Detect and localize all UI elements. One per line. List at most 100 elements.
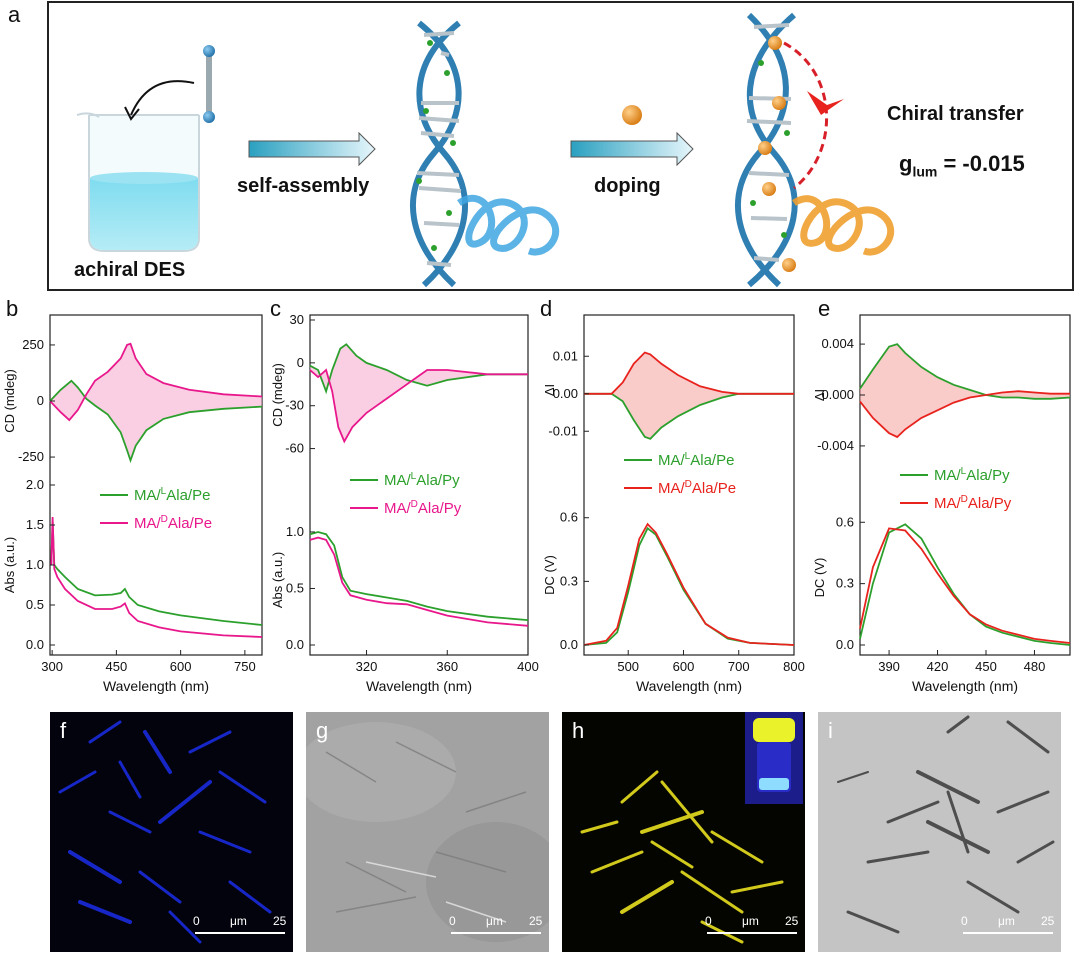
y-tick-label: -60 xyxy=(285,441,304,456)
y-tick-label: 0.00 xyxy=(553,386,578,401)
micrograph-i xyxy=(818,712,1061,952)
helix-icon xyxy=(410,20,560,288)
y-tick-label: 250 xyxy=(22,337,44,352)
panel-label-i: i xyxy=(828,718,833,743)
legend-label: MA/DAla/Py xyxy=(384,499,462,517)
beaker-icon xyxy=(76,112,200,252)
scalebar-i: 0 μm 25 xyxy=(961,914,1054,934)
series-line xyxy=(309,536,529,627)
cd-fill-area xyxy=(50,343,262,461)
arrow-icon xyxy=(248,131,376,167)
y-axis-label-top: CD (mdeg) xyxy=(2,369,17,433)
scheme-panel: achiral DES self-assembly doping Chiral … xyxy=(47,1,1074,291)
scalebar-h: 0 μm 25 xyxy=(705,914,798,934)
achiral-des-label: achiral DES xyxy=(74,259,186,281)
y-tick-label: 0.000 xyxy=(821,387,854,402)
y-axis-label-top: ΔI xyxy=(812,389,827,401)
y-tick-label: 0.5 xyxy=(26,597,44,612)
molecule-icon xyxy=(124,45,215,123)
chart-e: 0.004 0.000 -0.004 0.6 0.3 0.0 390 420 450 480 Wav… xyxy=(812,314,1071,694)
y-tick-label: -30 xyxy=(285,398,304,413)
micrograph-g-image xyxy=(306,712,549,952)
scalebar-unit: μm xyxy=(230,914,247,928)
y-tick-label: 0.5 xyxy=(286,580,304,595)
glum-subscript: lum xyxy=(912,163,938,180)
doping-label: doping xyxy=(594,175,661,197)
panel-label-a: a xyxy=(8,2,21,27)
legend-label: MA/DAla/Py xyxy=(934,494,1012,512)
panel-label-f: f xyxy=(60,718,67,743)
series-line xyxy=(584,392,794,440)
y-tick-label: 0.3 xyxy=(560,573,578,588)
y-tick-label: 0.6 xyxy=(836,514,854,529)
x-tick-label: 400 xyxy=(517,659,539,674)
micrograph-h-image xyxy=(580,770,784,944)
series-line xyxy=(309,343,528,395)
arrow-icon xyxy=(570,131,694,167)
y-tick-label: 0.0 xyxy=(836,637,854,652)
series-line xyxy=(49,379,263,464)
cd-fill-area xyxy=(860,344,1070,437)
panel-label-d: d xyxy=(540,296,553,321)
scheme-drawing xyxy=(76,12,895,288)
micrograph-i-image xyxy=(818,712,1061,952)
cd-fill-area xyxy=(310,344,528,442)
x-tick-label: 500 xyxy=(617,659,639,674)
scalebar-start: 0 xyxy=(961,914,968,928)
micrograph-h xyxy=(562,712,805,952)
y-tick-label: -0.004 xyxy=(817,438,854,453)
y-tick-label: -250 xyxy=(18,449,44,464)
y-axis-label-bottom: Abs (a.u.) xyxy=(2,537,17,593)
x-axis-label: Wavelength (nm) xyxy=(103,678,209,694)
y-tick-label: 0.004 xyxy=(821,336,854,351)
cd-fill-area xyxy=(584,352,794,439)
helix-icon xyxy=(735,12,895,288)
y-tick-label: 0 xyxy=(37,393,44,408)
glum-symbol: g xyxy=(899,151,913,176)
scalebar-unit: μm xyxy=(486,914,503,928)
y-tick-label: 0.0 xyxy=(26,637,44,652)
plot-frame xyxy=(583,314,795,656)
y-tick-label: 0.6 xyxy=(560,510,578,525)
scalebar-end: 25 xyxy=(1041,914,1055,928)
series-line xyxy=(859,523,1071,646)
x-tick-label: 480 xyxy=(1024,659,1046,674)
y-axis-label-bottom: DC (V) xyxy=(542,555,557,595)
x-tick-label: 800 xyxy=(783,659,805,674)
series-line xyxy=(50,520,263,626)
chart-b: 250 0 -250 2.0 1.5 1.0 0.5 0.0 300 450 600 750 Wavel… xyxy=(2,314,263,694)
x-tick-label: 700 xyxy=(728,659,750,674)
series-line xyxy=(584,351,794,395)
x-axis-label: Wavelength (nm) xyxy=(636,678,742,694)
chart-c: 30 0 -30 -60 1.0 0.5 0.0 320 360 400 Wavelength (n… xyxy=(270,312,539,694)
y-tick-label: 0.01 xyxy=(553,348,578,363)
scalebar-end: 25 xyxy=(529,914,543,928)
legend-label: MA/LAla/Py xyxy=(384,471,460,489)
x-tick-label: 750 xyxy=(234,659,256,674)
legend-label: MA/DAla/Pe xyxy=(134,514,212,532)
series-line xyxy=(859,527,1071,644)
y-tick-label: 0 xyxy=(297,355,304,370)
vial-inset xyxy=(745,712,803,804)
y-tick-label: 0.0 xyxy=(560,637,578,652)
scalebar-start: 0 xyxy=(705,914,712,928)
chart-d: 0.01 0.00 -0.01 0.6 0.3 0.0 500 600 700 800 Wavele… xyxy=(542,314,805,694)
x-tick-label: 600 xyxy=(170,659,192,674)
plot-frame xyxy=(859,314,1071,656)
x-tick-label: 360 xyxy=(436,659,458,674)
panel-label-b: b xyxy=(6,296,19,321)
y-tick-label: 1.0 xyxy=(286,524,304,539)
scalebar-unit: μm xyxy=(742,914,759,928)
series-line xyxy=(309,368,528,444)
scalebar-unit: μm xyxy=(998,914,1015,928)
x-tick-label: 320 xyxy=(356,659,378,674)
scalebar-g: 0 μm 25 xyxy=(449,914,542,934)
x-tick-label: 300 xyxy=(41,659,63,674)
glum-value: = -0.015 xyxy=(937,151,1025,176)
legend-label: MA/LAla/Pe xyxy=(658,451,734,469)
dopant-ball-icon xyxy=(622,105,642,125)
y-tick-label: 0.3 xyxy=(836,576,854,591)
series-line xyxy=(49,342,263,422)
y-axis-label-bottom: DC (V) xyxy=(812,558,827,598)
y-tick-label: 1.5 xyxy=(26,517,44,532)
